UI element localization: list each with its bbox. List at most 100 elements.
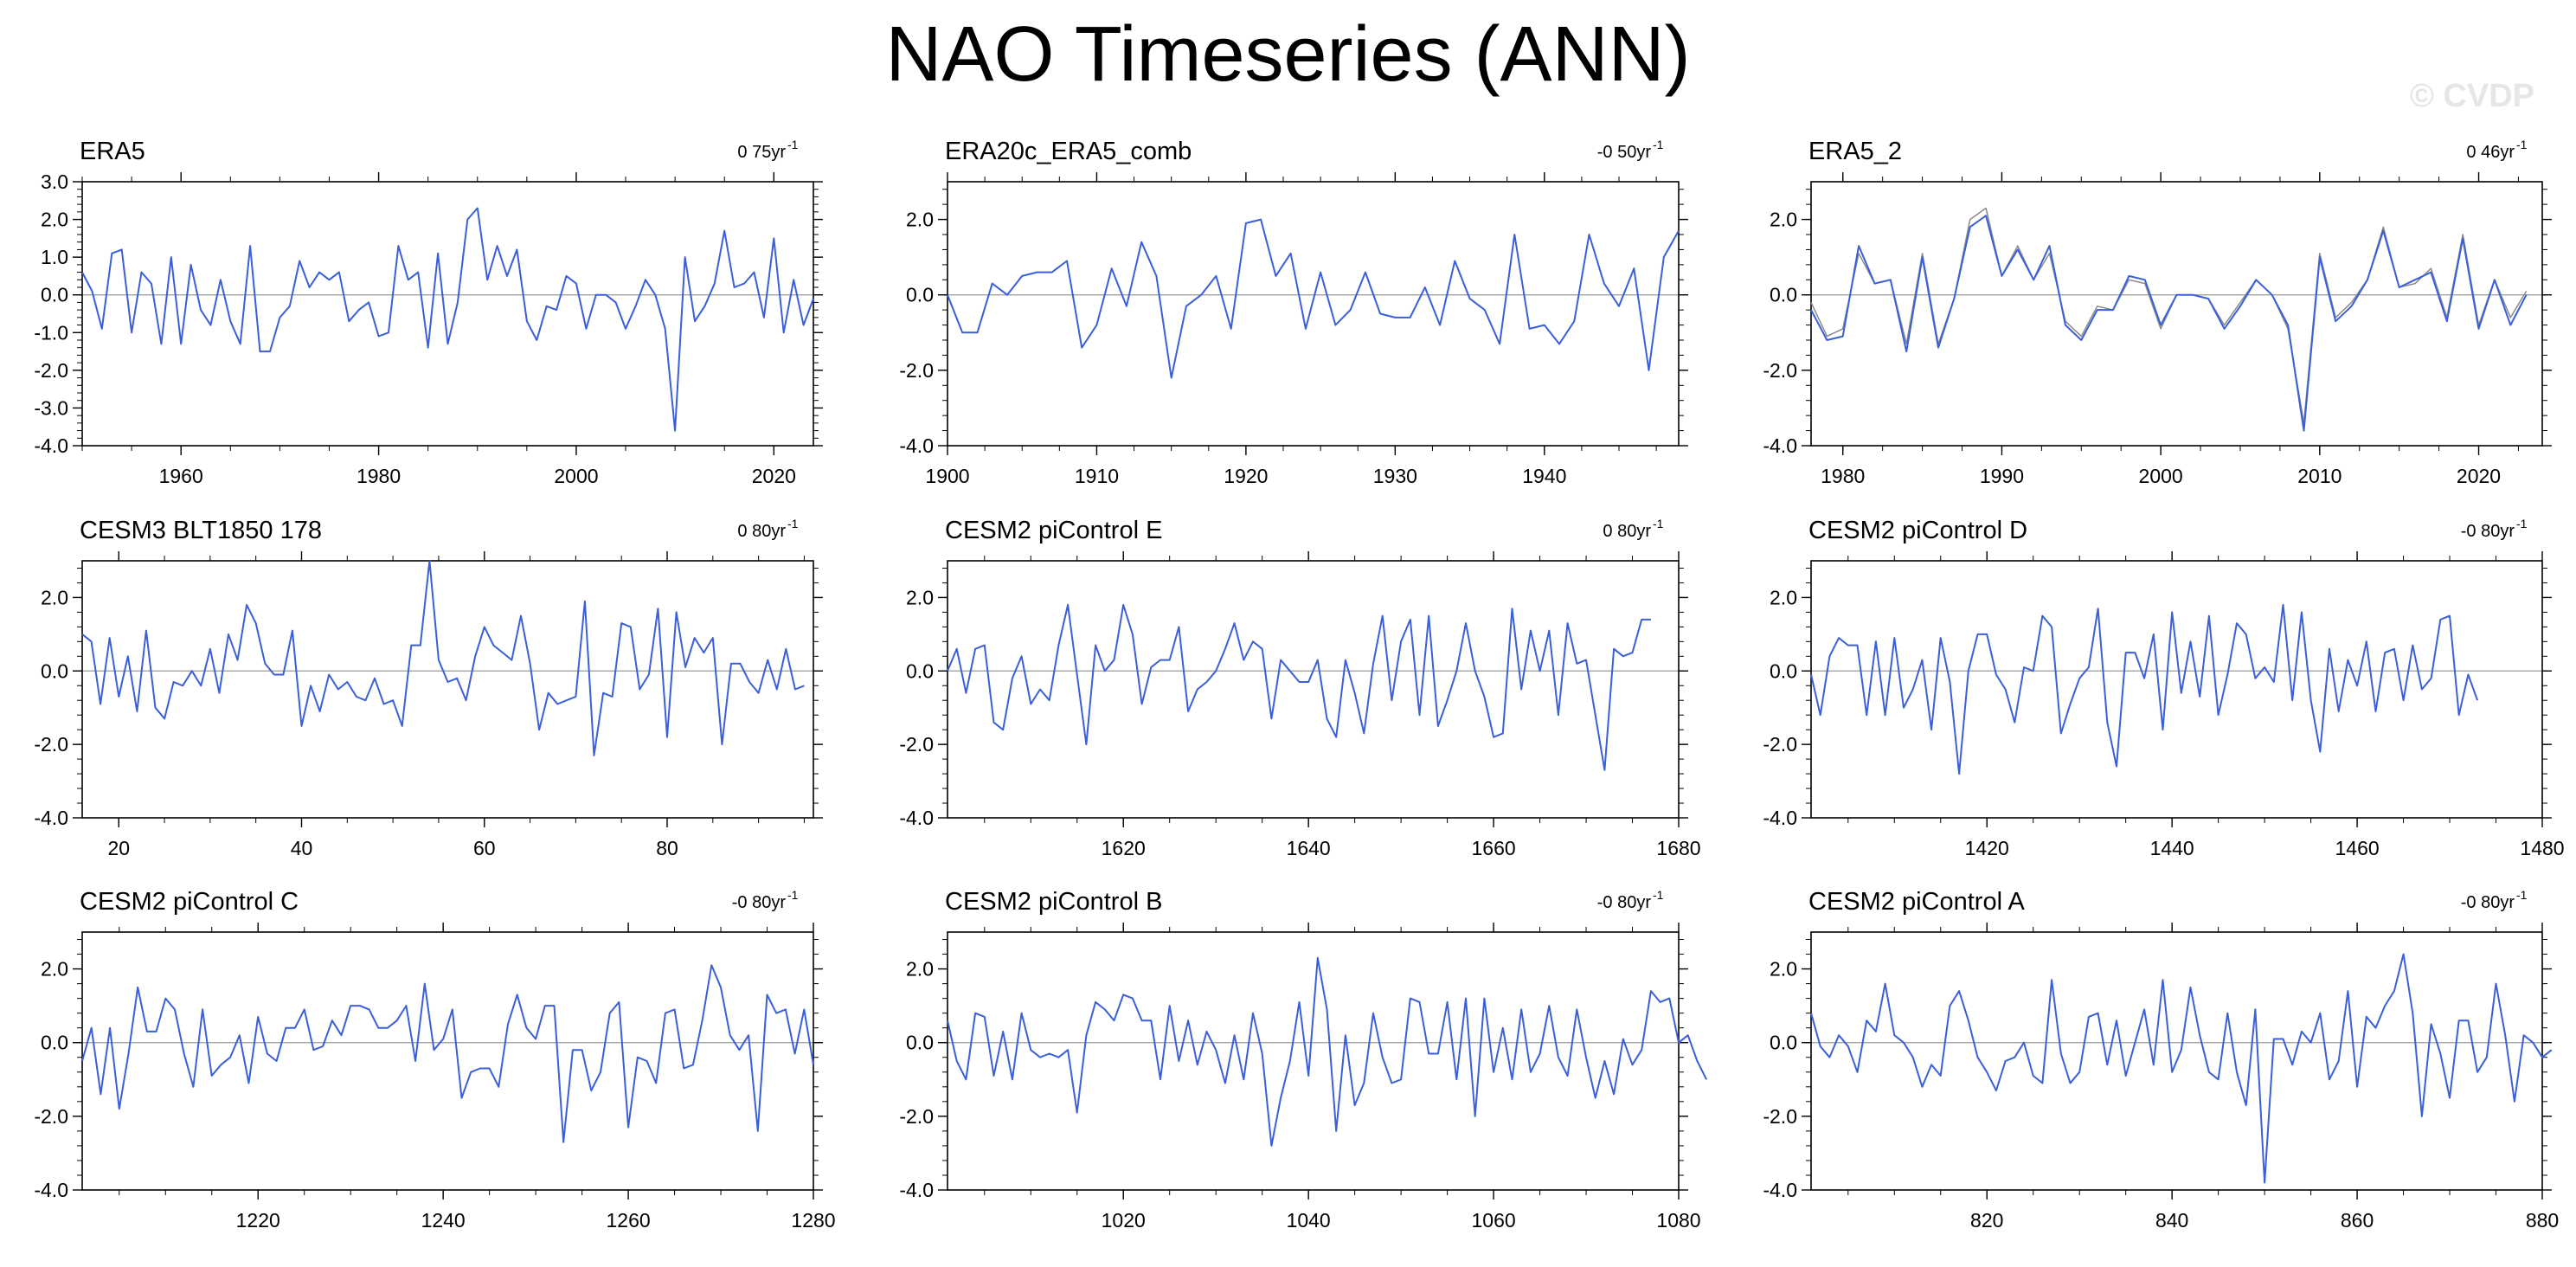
- panel-title: ERA20c_ERA5_comb: [945, 138, 1192, 165]
- x-tick-label: 1060: [1471, 1209, 1515, 1232]
- x-tick-label: 1280: [791, 1209, 835, 1232]
- panel-3: ERA5_2 0 46yr -1 -4.0 -2.0 0.0 2.0 1980 1990 2000…: [1763, 138, 2552, 487]
- x-tick-label: 80: [656, 837, 678, 859]
- panel-title: ERA5_2: [1808, 138, 1902, 165]
- y-tick-label: 0.0: [41, 659, 68, 682]
- x-tick-label: 1920: [1224, 465, 1268, 487]
- trend-exponent: -1: [1653, 888, 1664, 902]
- panel-2: ERA20c_ERA5_comb -0 50yr -1 -4.0 -2.0 0.0 2.0 1…: [899, 138, 1688, 487]
- x-tick-label: 1980: [1821, 465, 1865, 487]
- trend-exponent: -1: [787, 517, 799, 531]
- plot-frame: [1810, 931, 2543, 1191]
- x-tick-label: 2020: [752, 465, 796, 487]
- y-tick-label: -1.0: [34, 321, 68, 344]
- x-tick-label: 1460: [2335, 837, 2379, 859]
- trend-exponent: -1: [787, 888, 799, 902]
- trend-exponent: -1: [2516, 517, 2528, 531]
- y-tick-label: -2.0: [1763, 1105, 1797, 1128]
- x-tick-label: 40: [291, 837, 313, 859]
- y-tick-label: 0.0: [1770, 1032, 1797, 1054]
- y-tick-label: -2.0: [34, 1105, 68, 1128]
- page-title: NAO Timeseries (ANN): [885, 11, 1691, 98]
- x-tick-label: 1480: [2520, 837, 2564, 859]
- panel-title: CESM2 piControl B: [945, 888, 1162, 916]
- x-tick-label: 820: [1970, 1209, 2003, 1232]
- series-line: [1810, 603, 2479, 775]
- panel-title: CESM2 piControl E: [945, 517, 1162, 544]
- y-tick-label: -3.0: [34, 396, 68, 419]
- x-tick-label: 1420: [1965, 837, 2009, 859]
- y-tick-label: -2.0: [34, 359, 68, 382]
- panel-title: CESM3 BLT1850 178: [80, 517, 322, 544]
- y-tick-label: 2.0: [41, 209, 68, 231]
- trend-exponent: -1: [1653, 517, 1664, 531]
- y-tick-label: 2.0: [41, 958, 68, 981]
- y-tick-label: 0.0: [906, 1032, 934, 1054]
- x-tick-label: 860: [2341, 1209, 2374, 1232]
- y-tick-label: -4.0: [1763, 807, 1797, 829]
- x-tick-label: 1980: [357, 465, 401, 487]
- x-tick-label: 2020: [2457, 465, 2501, 487]
- x-tick-label: 1680: [1656, 837, 1700, 859]
- y-tick-label: 0.0: [1770, 659, 1797, 682]
- cvdp-watermark: © CVDP: [2409, 78, 2534, 114]
- x-tick-label: 20: [107, 837, 130, 859]
- x-tick-label: 1940: [1522, 465, 1566, 487]
- x-tick-label: 2000: [554, 465, 598, 487]
- trend-label: -0 80yr: [2461, 522, 2515, 541]
- trend-label: 0 80yr: [1603, 522, 1651, 541]
- y-tick-label: 0.0: [41, 284, 68, 306]
- trend-label: -0 80yr: [1597, 893, 1652, 912]
- x-tick-label: 1040: [1287, 1209, 1331, 1232]
- x-tick-label: 1080: [1656, 1209, 1700, 1232]
- y-tick-label: 3.0: [41, 170, 68, 193]
- panel-9: CESM2 piControl A -0 80yr -1 -4.0 -2.0 0.0 2.0…: [1763, 888, 2559, 1232]
- trend-label: -0 80yr: [732, 893, 787, 912]
- x-tick-label: 1900: [925, 465, 969, 487]
- panel-title: CESM2 piControl D: [1808, 517, 2027, 544]
- y-tick-label: -4.0: [899, 434, 934, 457]
- x-tick-label: 880: [2526, 1209, 2559, 1232]
- plot-frame: [81, 931, 814, 1191]
- series-line: [81, 964, 814, 1143]
- series-line: [81, 560, 805, 756]
- x-tick-label: 840: [2155, 1209, 2188, 1232]
- plot-frame: [1810, 560, 2543, 819]
- y-tick-label: -4.0: [1763, 1179, 1797, 1201]
- y-tick-label: 2.0: [1770, 586, 1797, 608]
- y-tick-label: -2.0: [899, 359, 934, 382]
- panel-4: CESM3 BLT1850 178 0 80yr -1 -4.0 -2.0 0.0 2.0 2…: [34, 517, 823, 859]
- plot-frame: [81, 560, 814, 819]
- panel-5: CESM2 piControl E 0 80yr -1 -4.0 -2.0 0.0 2.0 1…: [899, 517, 1700, 859]
- y-tick-label: -2.0: [34, 733, 68, 756]
- y-tick-label: 2.0: [41, 586, 68, 608]
- trend-label: -0 80yr: [2461, 893, 2515, 912]
- series-line-secondary: [1810, 207, 2528, 424]
- trend-label: 0 46yr: [2466, 143, 2515, 162]
- y-tick-label: 2.0: [906, 209, 934, 231]
- x-tick-label: 1440: [2150, 837, 2194, 859]
- trend-label: -0 50yr: [1597, 143, 1652, 162]
- series-line: [1810, 953, 2553, 1184]
- panel-6: CESM2 piControl D -0 80yr -1 -4.0 -2.0 0.0 2.0…: [1763, 517, 2564, 859]
- x-tick-label: 1910: [1075, 465, 1119, 487]
- y-tick-label: -2.0: [1763, 733, 1797, 756]
- y-tick-label: 2.0: [1770, 958, 1797, 981]
- x-tick-label: 1260: [606, 1209, 650, 1232]
- panel-8: CESM2 piControl B -0 80yr -1 -4.0 -2.0 0.0 2.0…: [899, 888, 1707, 1232]
- x-tick-label: 2010: [2297, 465, 2342, 487]
- panel-title: CESM2 piControl C: [80, 888, 299, 916]
- series-line: [81, 207, 814, 432]
- panel-title: ERA5: [80, 138, 145, 165]
- y-tick-label: 0.0: [906, 284, 934, 306]
- x-tick-label: 1620: [1102, 837, 1146, 859]
- series-line: [1810, 215, 2528, 432]
- series-line: [947, 956, 1707, 1147]
- panel-7: CESM2 piControl C -0 80yr -1 -4.0 -2.0 0.0 2.0…: [34, 888, 835, 1232]
- y-tick-label: -2.0: [899, 733, 934, 756]
- trend-label: 0 75yr: [737, 143, 786, 162]
- plot-frame: [947, 560, 1680, 819]
- x-tick-label: 1660: [1471, 837, 1515, 859]
- x-tick-label: 1990: [1980, 465, 2024, 487]
